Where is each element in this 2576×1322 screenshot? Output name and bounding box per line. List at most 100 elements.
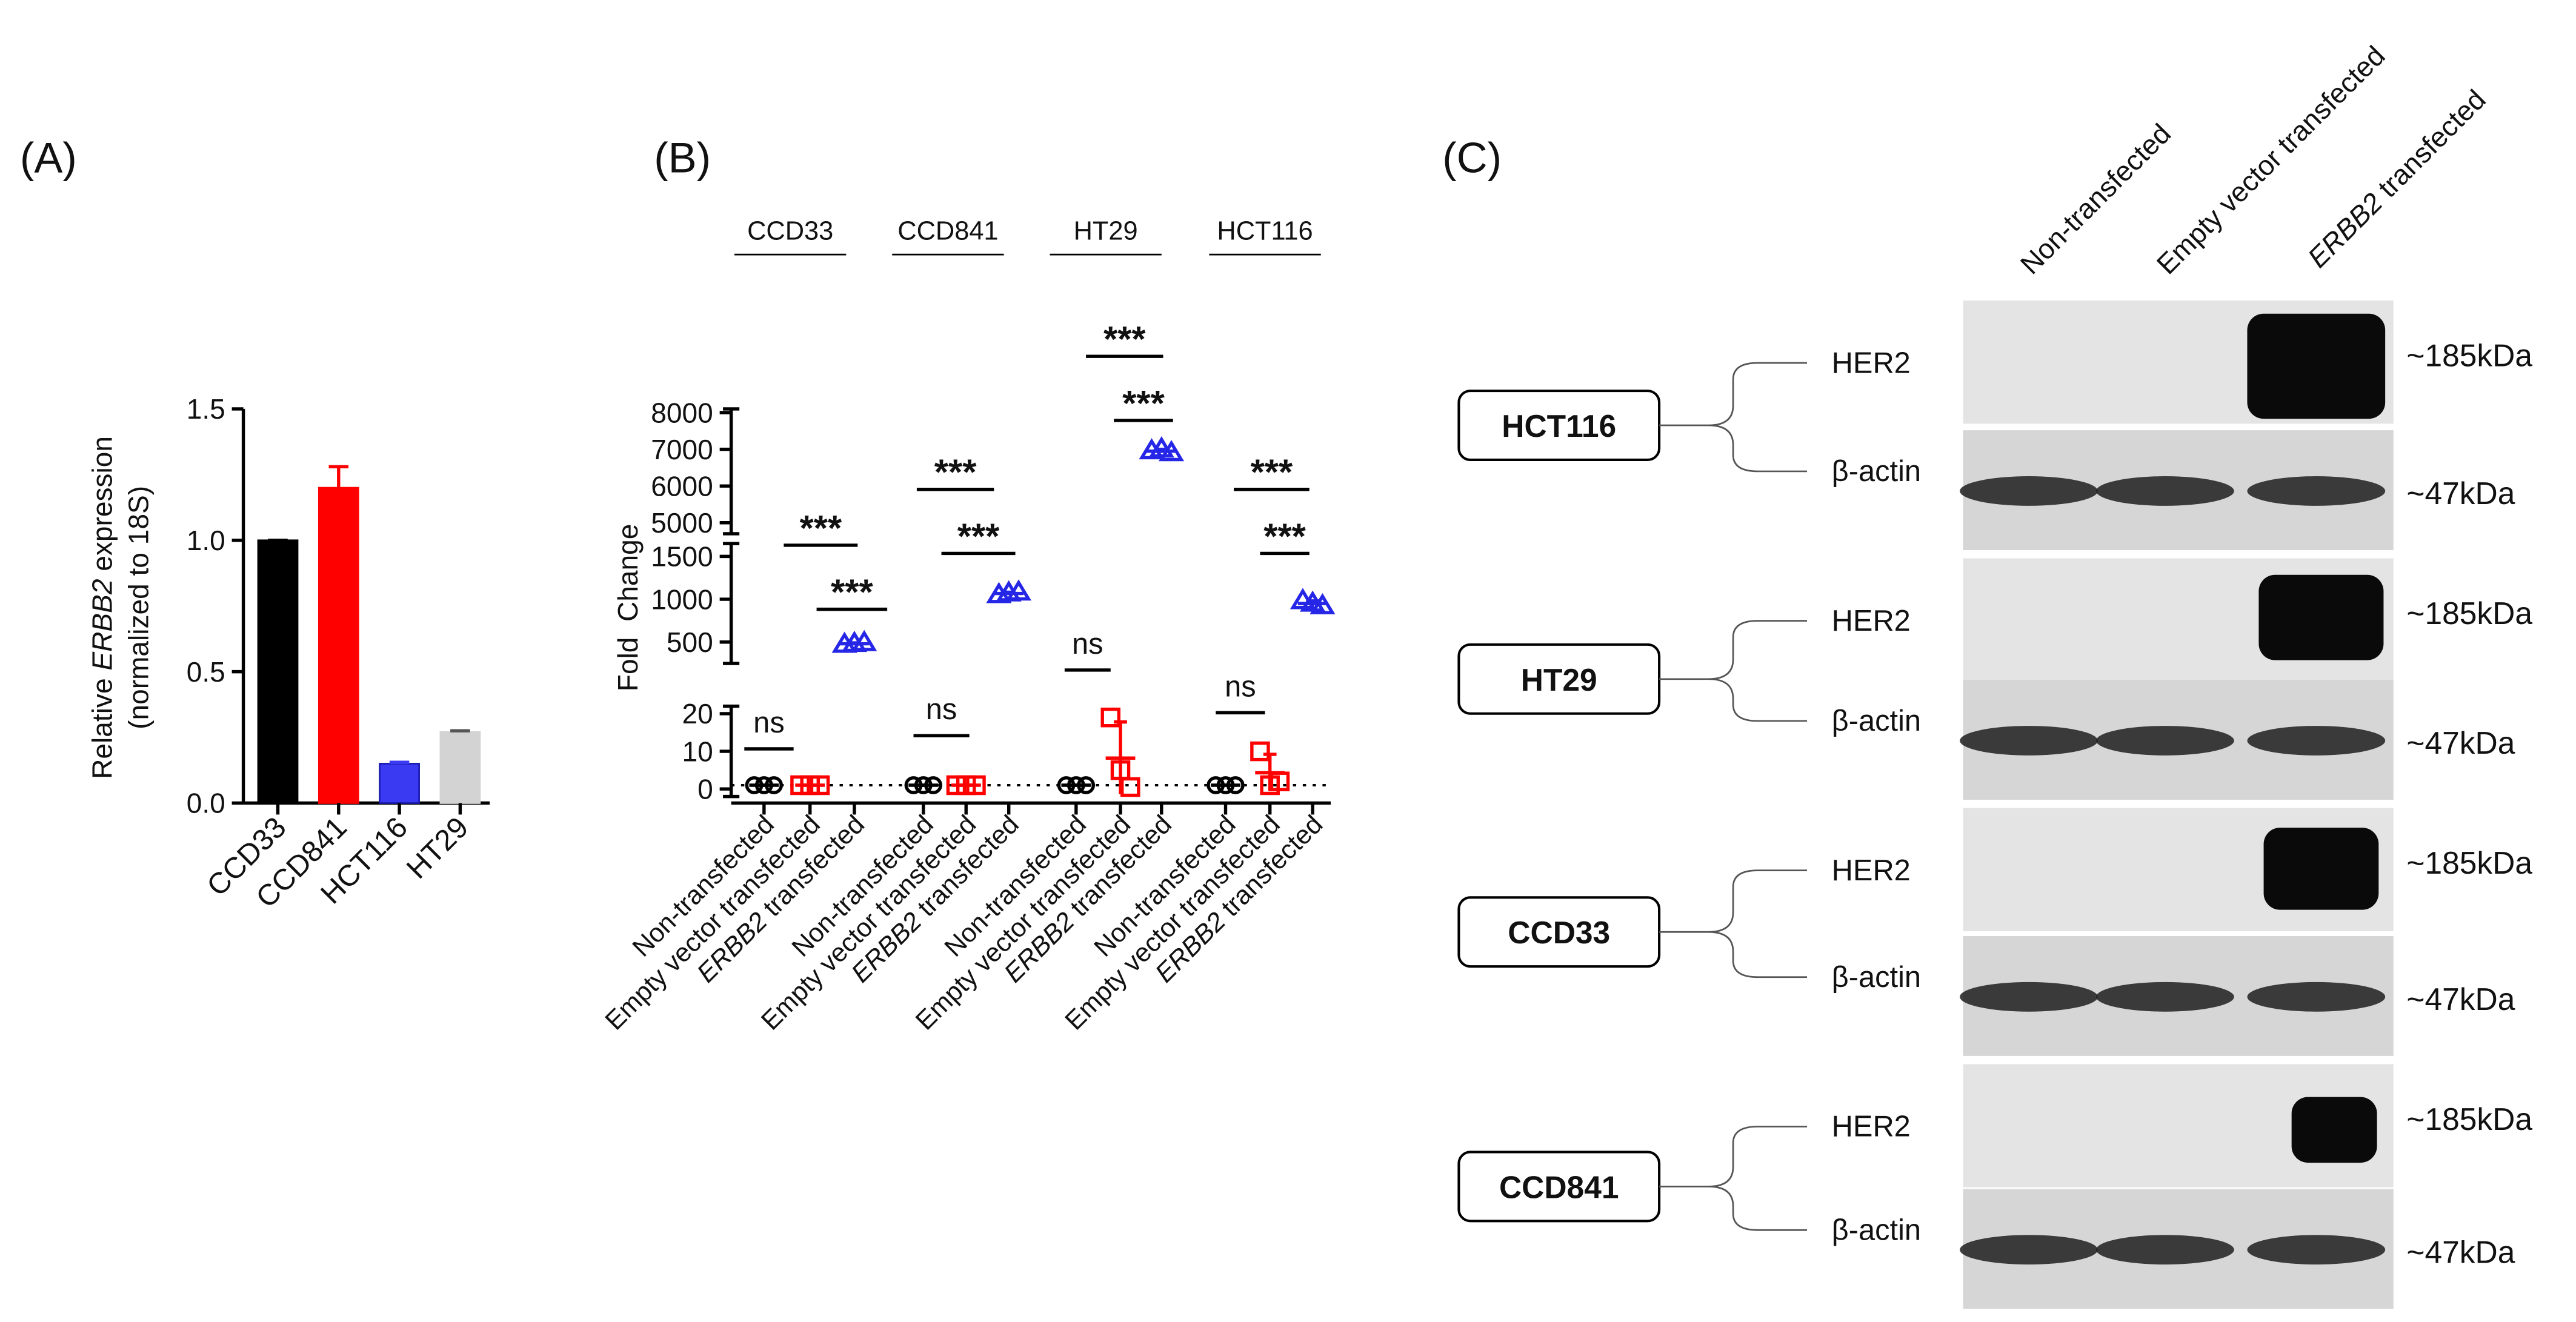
her2-band xyxy=(2263,828,2379,910)
point xyxy=(904,776,923,794)
y-label-part: Relative xyxy=(87,671,118,779)
point xyxy=(914,776,933,794)
protein-label: β-actin xyxy=(1832,455,1921,488)
y-tick-label: 7000 xyxy=(651,434,713,465)
actin-band xyxy=(1960,982,2098,1012)
significance-label: ns xyxy=(1225,670,1256,703)
y-tick-label: 1000 xyxy=(651,583,713,615)
y-label-part: expression xyxy=(87,436,118,579)
brace xyxy=(1659,620,1808,722)
significance-label: ns xyxy=(1072,628,1103,660)
size-label: ~185kDa xyxy=(2406,1101,2532,1137)
protein-label: HER2 xyxy=(1832,1111,1911,1143)
significance-label: *** xyxy=(957,516,1000,556)
size-label: ~47kDa xyxy=(2406,725,2515,760)
point xyxy=(924,776,942,794)
y-label-italic: ERBB2 xyxy=(87,579,118,671)
point xyxy=(1148,436,1174,458)
protein-label: HER2 xyxy=(1832,605,1911,637)
y-tick-label: 0.5 xyxy=(187,656,225,688)
y-tick-label: 6000 xyxy=(651,470,713,502)
point xyxy=(1077,776,1096,794)
point xyxy=(1250,741,1270,762)
significance-label: ns xyxy=(753,706,785,739)
y-tick-label: 20 xyxy=(682,698,713,729)
significance-label: *** xyxy=(934,452,977,493)
y-tick-label: 5000 xyxy=(651,507,713,539)
group-label: HT29 xyxy=(1074,217,1138,246)
y-tick-label: 1500 xyxy=(651,541,713,573)
actin-band xyxy=(2096,1235,2234,1265)
point xyxy=(1100,707,1121,728)
actin-band xyxy=(2096,726,2234,756)
point xyxy=(1120,777,1140,797)
size-label: ~47kDa xyxy=(2406,1234,2515,1269)
y-tick-label: 8000 xyxy=(651,397,713,428)
actin-band xyxy=(1960,726,2098,756)
brace xyxy=(1659,1126,1808,1231)
point xyxy=(1206,776,1225,794)
actin-band xyxy=(1960,1235,2098,1265)
point xyxy=(1310,593,1336,614)
group-label: HCT116 xyxy=(1217,217,1313,246)
protein-label: HER2 xyxy=(1832,347,1911,379)
actin-band xyxy=(1960,476,2098,506)
point xyxy=(1057,776,1076,794)
bar xyxy=(318,487,359,804)
significance-label: *** xyxy=(831,571,873,612)
brace xyxy=(1659,869,1808,978)
brace xyxy=(1659,362,1808,473)
group-label: CCD33 xyxy=(747,217,833,246)
point xyxy=(1158,440,1185,462)
her2-band xyxy=(2291,1097,2377,1163)
bar xyxy=(439,731,481,804)
group-label: CCD841 xyxy=(897,217,998,246)
actin-band xyxy=(2096,476,2234,506)
significance-label: *** xyxy=(1122,383,1165,424)
point xyxy=(1067,776,1085,794)
cell-line-label: CCD33 xyxy=(1508,915,1610,950)
bar xyxy=(257,539,299,804)
point xyxy=(1216,776,1235,794)
size-label: ~47kDa xyxy=(2406,476,2515,511)
bar xyxy=(379,763,420,804)
point xyxy=(754,776,773,794)
panel-label: (B) xyxy=(654,134,711,182)
point xyxy=(1005,579,1032,601)
panel-label: (A) xyxy=(20,134,77,182)
y-axis-label: Fold Change xyxy=(612,524,644,692)
y-axis-label: Relative ERBB2 expression xyxy=(87,436,118,779)
size-label: ~185kDa xyxy=(2406,845,2532,880)
point xyxy=(1270,771,1290,792)
y-tick-label: 0.0 xyxy=(187,788,225,819)
size-label: ~185kDa xyxy=(2406,596,2532,631)
significance-label: *** xyxy=(1251,452,1293,493)
cell-line-label: HCT116 xyxy=(1502,408,1616,443)
cell-line-label: HT29 xyxy=(1521,662,1597,697)
y-tick-label: 1.0 xyxy=(187,525,225,556)
y-tick-label: 10 xyxy=(682,736,713,767)
panel-label: (C) xyxy=(1442,134,1502,182)
cell-line-label: CCD841 xyxy=(1499,1169,1619,1204)
y-axis-label-line2: (normalized to 18S) xyxy=(122,486,154,729)
actin-band xyxy=(2247,476,2386,506)
point xyxy=(810,775,830,796)
point xyxy=(851,629,877,651)
significance-label: *** xyxy=(1103,319,1146,359)
actin-band xyxy=(2247,1235,2386,1265)
significance-label: *** xyxy=(800,508,842,548)
protein-label: β-actin xyxy=(1832,961,1921,994)
protein-label: β-actin xyxy=(1832,705,1921,737)
her2-band xyxy=(2258,574,2384,660)
significance-label: *** xyxy=(1263,516,1306,556)
actin-band xyxy=(2247,726,2386,756)
actin-band xyxy=(2247,982,2386,1012)
y-tick-label: 1.5 xyxy=(187,393,225,425)
size-label: ~47kDa xyxy=(2406,982,2515,1017)
point xyxy=(745,776,764,794)
point xyxy=(765,776,784,794)
her2-band xyxy=(2247,313,2386,419)
protein-label: HER2 xyxy=(1832,854,1911,887)
